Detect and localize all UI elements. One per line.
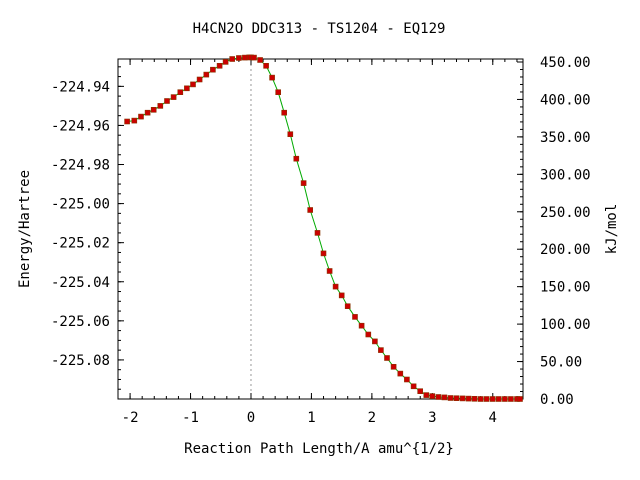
- y2-tick-label: 350.00: [540, 130, 591, 146]
- plot-border: [117, 58, 524, 400]
- y-tick-label: -224.98: [51, 158, 110, 174]
- data-point: [465, 395, 472, 402]
- y-axis-label: Energy/Hartree: [17, 170, 33, 288]
- data-point: [332, 283, 339, 290]
- data-point: [372, 338, 378, 345]
- data-point: [144, 109, 151, 116]
- data-point: [275, 89, 282, 95]
- data-point: [124, 118, 130, 125]
- data-point: [293, 155, 300, 162]
- data-point: [326, 268, 333, 274]
- y2-tick-label: 100.00: [540, 317, 591, 333]
- data-point: [150, 107, 157, 113]
- data-point: [251, 54, 257, 61]
- data-point: [417, 388, 424, 395]
- data-point: [281, 109, 288, 116]
- data-point: [517, 396, 523, 402]
- data-point: [390, 363, 397, 370]
- data-point: [263, 62, 269, 69]
- data-point: [495, 396, 502, 402]
- y-tick-label: -225.02: [51, 236, 110, 252]
- data-point: [177, 89, 184, 95]
- y2-tick-label: 400.00: [540, 92, 591, 108]
- y2-tick-label: 0.00: [540, 392, 574, 408]
- data-point: [236, 55, 242, 61]
- y2-tick-label: 300.00: [540, 167, 591, 183]
- data-point: [410, 383, 417, 390]
- data-point: [307, 207, 314, 213]
- data-point: [384, 355, 390, 361]
- x-tick-label: 4: [489, 410, 497, 426]
- data-point: [203, 71, 210, 78]
- data-point: [429, 393, 436, 399]
- data-point: [489, 396, 496, 402]
- data-point: [352, 314, 358, 320]
- data-point: [477, 396, 484, 402]
- data-point: [314, 230, 321, 236]
- left-y-axis: -224.94 -224.96 -224.98 -225.00 -225.02 -225.…: [51, 66, 124, 400]
- x-tick-label: 1: [307, 410, 315, 426]
- x-tick-label: 2: [368, 410, 376, 426]
- data-point: [338, 292, 345, 299]
- y-tick-label: -224.94: [51, 79, 110, 95]
- y-tick-label: -225.04: [51, 275, 110, 291]
- data-point: [138, 113, 144, 120]
- y2-axis-label: kJ/mol: [604, 204, 620, 255]
- data-point: [196, 76, 203, 83]
- data-point: [229, 56, 235, 62]
- right-y-axis: 450.00 400.00 350.00 300.00 250.00 200.00 150.…: [517, 55, 591, 408]
- plot-frame: [117, 58, 524, 400]
- data-point: [397, 370, 404, 377]
- data-point: [269, 74, 275, 81]
- data-point: [257, 57, 263, 63]
- data-point: [216, 62, 223, 69]
- data-point: [300, 180, 307, 186]
- data-point: [131, 117, 138, 124]
- data-point: [483, 396, 490, 402]
- series-layer: [124, 54, 523, 402]
- data-point: [365, 331, 372, 338]
- y-tick-label: -225.00: [51, 197, 110, 213]
- data-point: [471, 395, 478, 402]
- y-tick-label: -225.06: [51, 314, 110, 330]
- data-point: [404, 376, 410, 383]
- data-point: [320, 250, 327, 257]
- data-point: [157, 103, 164, 109]
- x-tick-label: 3: [428, 410, 436, 426]
- data-point: [344, 303, 351, 310]
- y2-tick-label: 150.00: [540, 280, 591, 296]
- x-axis-label: Reaction Path Length/A amu^{1/2}: [184, 441, 454, 457]
- data-point: [502, 396, 508, 402]
- x-tick-label: -1: [182, 410, 199, 426]
- data-point: [190, 81, 196, 88]
- y-tick-label: -225.08: [51, 353, 110, 369]
- data-point: [441, 394, 448, 401]
- chart-title: H4CN2O DDC313 - TS1204 - EQ129: [193, 21, 446, 37]
- x-axis: -2 -1 0 1 2 3 4: [117, 59, 518, 426]
- y2-tick-label: 450.00: [540, 55, 591, 71]
- data-point: [459, 395, 466, 402]
- data-point: [222, 59, 229, 65]
- data-point: [378, 347, 384, 353]
- y2-tick-label: 200.00: [540, 242, 591, 258]
- series-line: [127, 56, 520, 400]
- data-point: [170, 94, 177, 100]
- x-tick-label: -2: [122, 410, 139, 426]
- x-tick-label: 0: [247, 410, 255, 426]
- data-point: [358, 322, 365, 329]
- data-point: [453, 395, 460, 402]
- data-point: [423, 392, 430, 398]
- data-point: [164, 98, 170, 104]
- data-point: [184, 85, 190, 92]
- data-point: [287, 131, 294, 137]
- y-tick-label: -224.96: [51, 118, 110, 134]
- data-point: [508, 396, 514, 402]
- y2-tick-label: 250.00: [540, 205, 591, 221]
- data-point: [210, 66, 216, 73]
- data-point: [435, 394, 442, 400]
- data-point: [447, 395, 454, 401]
- y2-tick-label: 50.00: [540, 355, 582, 371]
